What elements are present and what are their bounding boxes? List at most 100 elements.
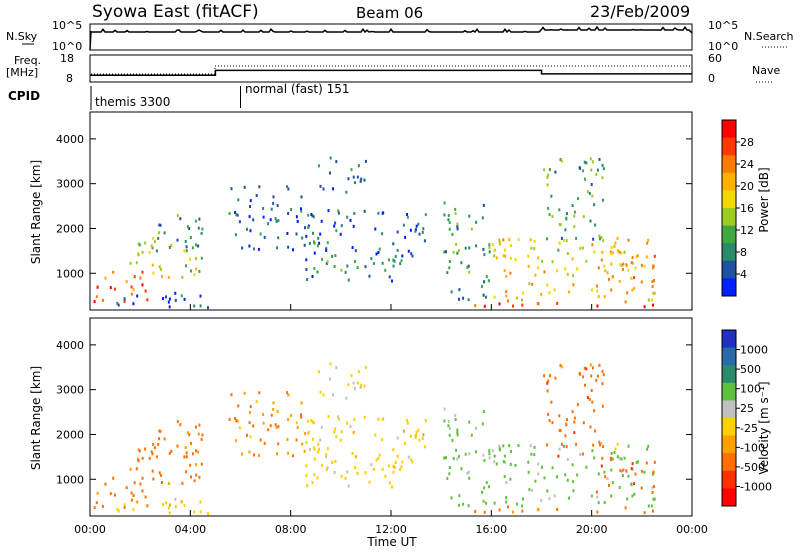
scatter-cell (590, 183, 593, 186)
scatter-cell (318, 241, 321, 245)
colorbar-tick-label: 16 (740, 202, 754, 215)
scatter-cell (623, 250, 626, 254)
scatter-cell (393, 465, 396, 469)
scatter-cell (510, 244, 512, 247)
scatter-cell (194, 463, 197, 467)
scatter-cell (195, 449, 197, 453)
scatter-cell (468, 476, 471, 480)
scatter-cell (564, 434, 567, 438)
colorbar-tick-label: -500 (740, 461, 765, 474)
scatter-cell (521, 509, 524, 513)
scatter-cell (337, 415, 340, 419)
scatter-cell (189, 463, 192, 467)
scatter-cell (352, 381, 355, 385)
scatter-cell (546, 175, 549, 179)
scatter-cell (530, 452, 533, 456)
scatter-cell (454, 212, 457, 215)
scatter-cell (503, 454, 506, 458)
scatter-cell (350, 374, 353, 378)
scatter-cell (653, 497, 656, 501)
scatter-cell (600, 442, 603, 445)
scatter-cell (575, 236, 578, 240)
scatter-cell (347, 484, 350, 488)
scatter-cell (399, 262, 402, 266)
scatter-cell (593, 409, 596, 413)
colorbar-swatch (722, 470, 736, 489)
scatter-cell (415, 224, 418, 228)
scatter-cell (543, 476, 546, 480)
scatter-cell (277, 425, 280, 429)
x-tick-label: 08:00 (275, 523, 307, 536)
scatter-cell (573, 420, 576, 424)
scatter-cell (546, 183, 549, 187)
scatter-cell (198, 423, 201, 427)
scatter-cell (117, 509, 120, 513)
scatter-cell (406, 421, 409, 425)
scatter-cell (157, 442, 160, 446)
scatter-cell (517, 238, 520, 241)
scatter-cell (377, 211, 380, 215)
scatter-cell (589, 425, 592, 429)
scatter-cell (559, 364, 562, 367)
scatter-cell (406, 213, 408, 216)
colorbar-swatch (722, 278, 736, 297)
scatter-cell (346, 470, 349, 474)
scatter-cell (498, 508, 501, 512)
colorbar-swatch (722, 347, 736, 366)
scatter-cell (637, 460, 639, 464)
scatter-cell (462, 502, 465, 506)
scatter-cell (287, 418, 290, 421)
scatter-cell (130, 292, 133, 296)
scatter-cell (584, 177, 586, 181)
scatter-cell (422, 433, 425, 437)
scatter-cell (364, 265, 367, 269)
scatter-cell (138, 243, 141, 247)
scatter-cell (455, 448, 458, 452)
scatter-cell (95, 501, 98, 505)
scatter-cell (287, 212, 290, 215)
scatter-cell (533, 445, 536, 449)
scatter-cell (458, 494, 461, 498)
cpid-label: CPID (8, 89, 40, 103)
scatter-cell (337, 211, 340, 215)
scatter-cell (354, 466, 357, 469)
scatter-cell (158, 437, 161, 441)
scatter-cell (498, 238, 501, 242)
colorbar-swatch (722, 453, 736, 472)
scatter-cell (640, 469, 643, 473)
scatter-cell (448, 472, 451, 476)
scatter-cell (199, 510, 202, 514)
scatter-cell (619, 263, 622, 267)
scatter-cell (372, 262, 375, 265)
scatter-cell (356, 381, 359, 385)
colorbar-swatch (722, 400, 736, 419)
scatter-cell (275, 426, 278, 429)
scatter-cell (388, 481, 391, 485)
scatter-cell (137, 242, 140, 246)
freq-tick-bottom: 8 (66, 72, 73, 85)
scatter-cell (331, 254, 334, 258)
scatter-cell (308, 448, 311, 451)
scatter-cell (249, 229, 252, 233)
scatter-cell (417, 428, 420, 432)
scatter-cell (543, 374, 546, 378)
scatter-cell (451, 438, 454, 442)
scatter-cell (237, 198, 240, 202)
scatter-cell (579, 372, 582, 376)
scatter-cell (493, 460, 496, 464)
nsearch-tick-top: 10^5 (708, 19, 738, 32)
scatter-cell (631, 288, 634, 292)
scatter-cell (566, 212, 568, 216)
scatter-cell (640, 263, 643, 267)
scatter-cell (401, 254, 404, 258)
scatter-cell (138, 449, 141, 453)
scatter-cell (311, 275, 314, 278)
scatter-cell (364, 471, 367, 475)
scatter-cell (325, 249, 328, 252)
nsky-panel-frame (89, 23, 693, 51)
scatter-cell (183, 455, 186, 459)
scatter-cell (249, 411, 251, 414)
scatter-cell (272, 407, 275, 411)
scatter-cell (318, 447, 321, 451)
scatter-cell (566, 252, 569, 255)
